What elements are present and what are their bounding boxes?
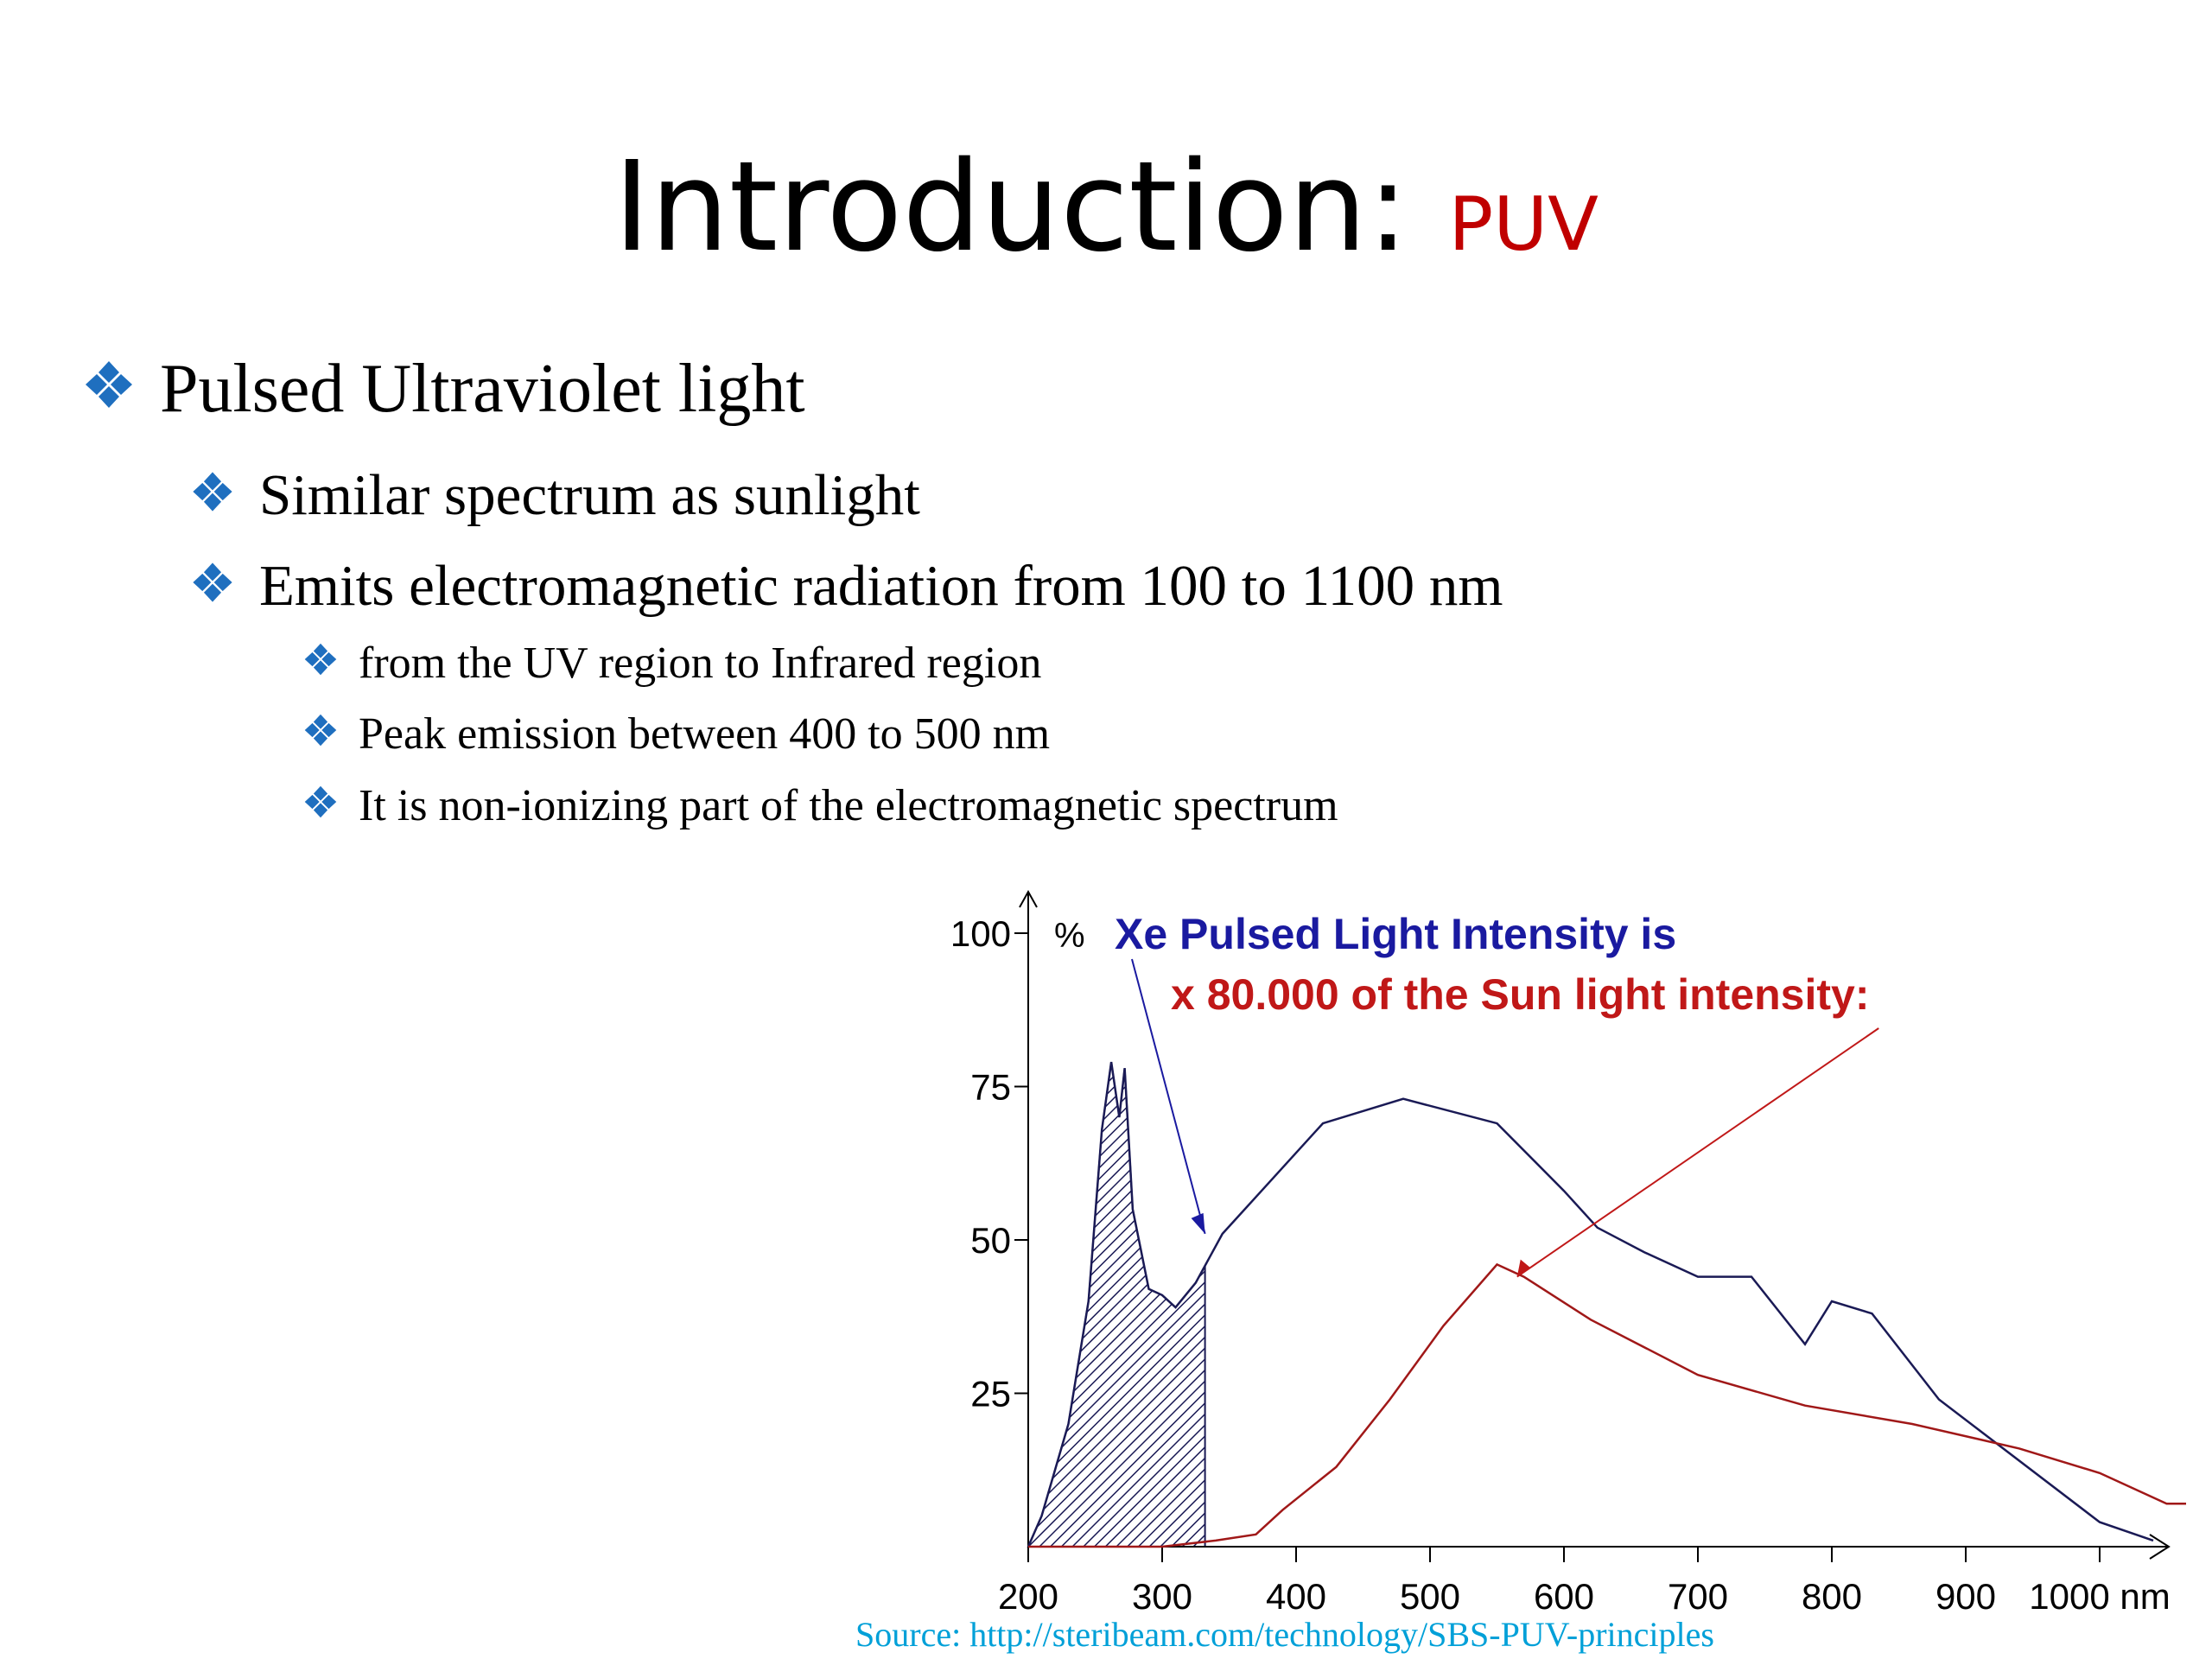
x-tick-label: 1000 nm [2029,1576,2170,1616]
annotation-pointer-uv [1131,958,1206,1235]
slide-title: Introduction: PUV [0,138,2212,275]
series-line-1 [1027,1061,2154,1548]
annotation-pointer-sun-head [1516,1259,1531,1277]
bullet-text: Emits electromagnetic radiation from 100… [259,554,1503,618]
bullet-text: It is non-ionizing part of the electroma… [359,781,1338,830]
four-diamond-bullet-icon [302,780,339,831]
series-line-2 [1028,1262,2186,1548]
x-tick-label: 400 [1266,1576,1326,1616]
spectrum-chart: 200 300 400 500 600 700 800 900 1000 nm 25 50 75 10… [950,889,2186,1616]
title-main: Introduction: [613,134,1409,279]
x-tick-label: 600 [1534,1576,1594,1616]
annotation-line-2: x 80.000 of the Sun light intensity: [1171,970,1869,1019]
title-accent: PUV [1448,181,1599,268]
y-unit-label: % [1054,917,1085,955]
four-diamond-bullet-icon [302,709,339,760]
four-diamond-bullet-icon [190,553,235,620]
x-tick-label: 700 [1668,1576,1728,1616]
bullet-text: from the UV region to Infrared region [359,639,1042,688]
four-diamond-bullet-icon [190,462,235,529]
four-diamond-bullet-icon [302,638,339,689]
y-tick-label: 25 [970,1374,1011,1414]
bullet-text: Similar spectrum as sunlight [259,463,920,527]
y-tick-label: 75 [970,1067,1011,1108]
x-tick-label: 900 [1936,1576,1996,1616]
annotation-line-1: Xe Pulsed Light Intensity is [1115,910,1676,958]
bullet-text: Pulsed Ultraviolet light [160,351,805,427]
four-diamond-bullet-icon [82,350,136,429]
y-tick-label: 100 [950,913,1011,954]
annotation-pointer-uv-head [1191,1212,1205,1234]
y-axis-arrow [1019,889,1038,908]
source-citation: Source: http://steribeam.com/technology/… [855,1615,1714,1654]
x-axis-arrow [2149,1534,2171,1560]
x-tick-label: 300 [1132,1576,1192,1616]
bullet-text: Peak emission between 400 to 500 nm [359,709,1051,759]
x-tick-label: 500 [1400,1576,1460,1616]
annotation-pointer-sun [1516,1027,1879,1278]
x-tick-label: 200 [998,1576,1058,1616]
x-tick-label: 800 [1802,1576,1862,1616]
y-tick-label: 50 [970,1220,1011,1261]
